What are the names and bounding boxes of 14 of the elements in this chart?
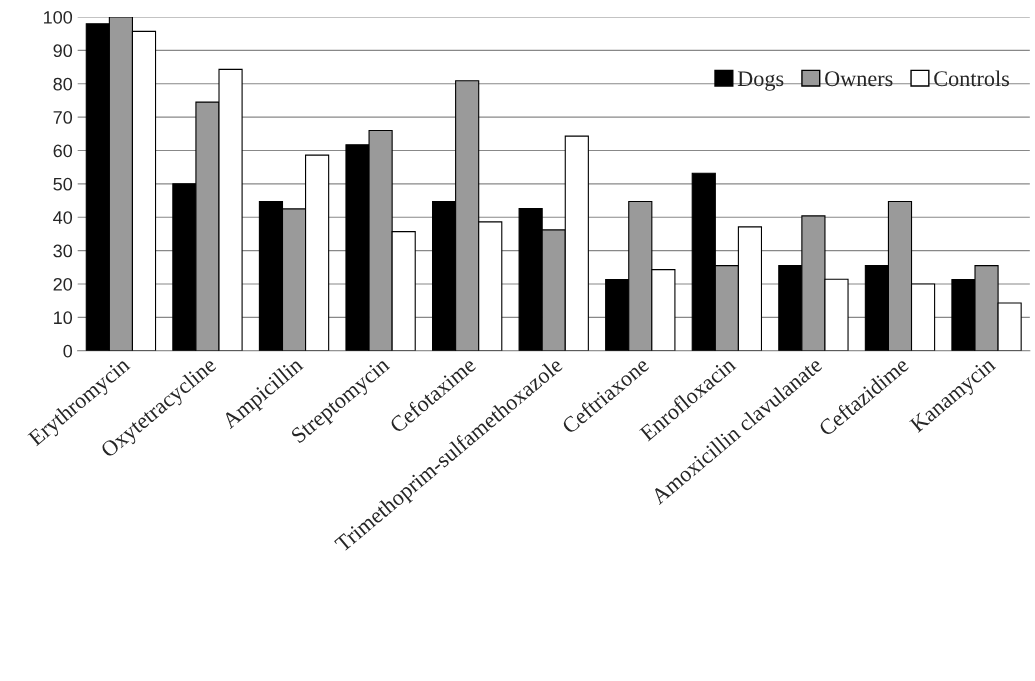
y-tick-label: 20 [53,277,73,291]
y-tick-label: 30 [53,244,73,258]
y-tick-label: 50 [53,177,73,191]
legend-label: Dogs [737,71,784,91]
y-tick-label: 0 [63,344,73,358]
y-tick-label: 70 [53,111,73,124]
y-tick-label: 40 [53,211,73,224]
y-tick-label: 80 [53,77,73,91]
y-tick-label: 100 [44,10,73,24]
legend-label: Controls [934,70,1010,87]
y-tick-label: 60 [53,144,73,158]
y-tick-label: 90 [53,44,73,58]
legend-label: Owners [825,71,893,87]
y-tick-label: 10 [54,311,73,325]
